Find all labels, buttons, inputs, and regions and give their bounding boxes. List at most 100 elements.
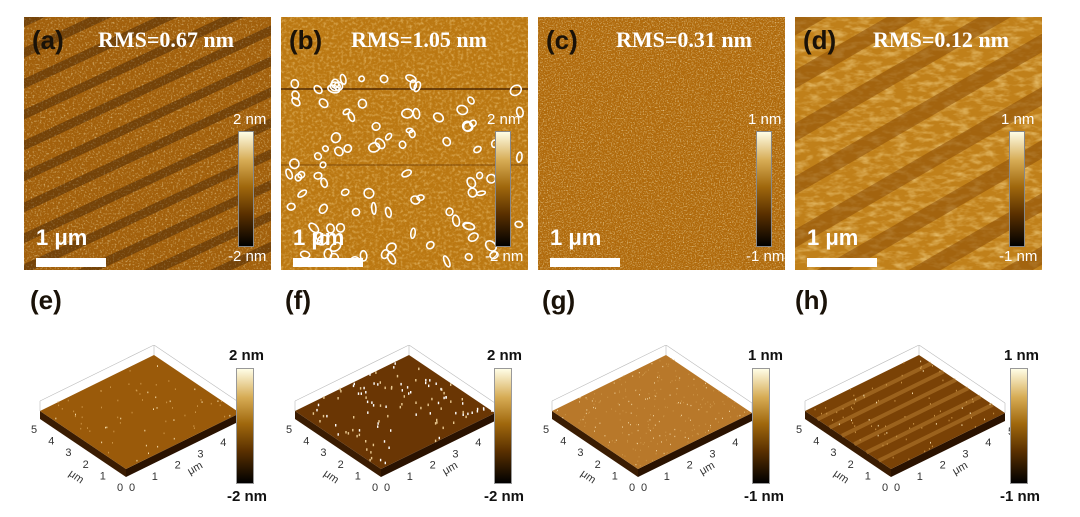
rms-value: RMS=0.67 nm: [98, 27, 234, 52]
svg-text:2: 2: [338, 459, 344, 471]
afm-panel-b: (b) RMS=1.05 nm 2 nm -2 nm 1 μm: [281, 17, 528, 270]
svg-text:1: 1: [612, 470, 618, 482]
colorbar-min-label: -2 nm: [485, 248, 524, 265]
svg-text:2: 2: [848, 459, 854, 471]
svg-text:4: 4: [48, 436, 54, 448]
height-colorbar: [752, 368, 770, 484]
panel-label: (b): [289, 25, 323, 55]
svg-text:1: 1: [152, 471, 158, 483]
svg-text:2: 2: [595, 459, 601, 471]
scale-bar: [293, 258, 363, 267]
svg-text:0: 0: [882, 482, 888, 494]
afm-texture: [24, 17, 271, 270]
height-colorbar: [238, 131, 254, 247]
svg-text:2: 2: [83, 459, 89, 471]
surface-3d-plot-e: 001122334455μmμm: [31, 345, 249, 494]
svg-text:2: 2: [940, 460, 946, 472]
scale-bar-label: 1 μm: [36, 225, 88, 250]
height-colorbar: [494, 368, 512, 484]
colorbar-max-label: 2 nm: [487, 347, 523, 364]
colorbar-min-label: -2 nm: [228, 248, 267, 265]
svg-text:4: 4: [985, 437, 991, 449]
colorbar-min-label: -1 nm: [746, 248, 785, 265]
colorbar-max-label: 2 nm: [233, 111, 267, 128]
afm-texture: [538, 17, 785, 270]
svg-text:3: 3: [320, 447, 326, 459]
colorbar-max-label: 1 nm: [748, 347, 784, 364]
panel-label: (d): [803, 25, 837, 55]
svg-text:3: 3: [709, 448, 715, 460]
svg-text:4: 4: [475, 437, 481, 449]
svg-text:2: 2: [430, 460, 436, 472]
svg-text:2: 2: [175, 460, 181, 472]
height-colorbar: [236, 368, 254, 484]
colorbar-min-label: -2 nm: [484, 488, 525, 505]
panel-label: (c): [546, 25, 578, 55]
height-colorbar: [1009, 131, 1025, 247]
svg-text:4: 4: [560, 436, 566, 448]
rms-value: RMS=1.05 nm: [351, 27, 487, 52]
svg-text:μm: μm: [951, 459, 970, 477]
scale-bar-label: 1 μm: [293, 225, 345, 250]
svg-text:0: 0: [384, 482, 390, 494]
panel-label-e: (e): [30, 285, 62, 315]
height-colorbar: [1010, 368, 1028, 484]
svg-text:1: 1: [355, 470, 361, 482]
svg-text:0: 0: [372, 482, 378, 494]
svg-text:3: 3: [962, 448, 968, 460]
panel-label-h: (h): [795, 285, 829, 315]
svg-text:1: 1: [865, 470, 871, 482]
svg-text:0: 0: [894, 482, 900, 494]
colorbar-min-label: -1 nm: [1000, 488, 1041, 505]
svg-text:5: 5: [543, 424, 549, 436]
svg-text:5: 5: [286, 424, 292, 436]
afm-panel-a: (a) RMS=0.67 nm 2 nm -2 nm 1 μm: [24, 17, 271, 270]
scale-bar: [550, 258, 620, 267]
surface-3d-plot-g: 001122334455μmμm: [543, 345, 761, 494]
svg-text:5: 5: [796, 424, 802, 436]
svg-text:4: 4: [220, 437, 226, 449]
afm-texture: [281, 17, 528, 270]
surface-3d-plot-h: 001122334455μmμm: [796, 345, 1014, 494]
svg-text:0: 0: [129, 482, 135, 494]
svg-text:0: 0: [629, 482, 635, 494]
svg-text:3: 3: [65, 447, 71, 459]
svg-text:3: 3: [452, 448, 458, 460]
svg-text:4: 4: [732, 437, 738, 449]
colorbar-min-label: -1 nm: [744, 488, 785, 505]
surface-3d-plot-f: 001122334455μmμm: [286, 345, 504, 494]
svg-text:1: 1: [917, 471, 923, 483]
colorbar-max-label: 2 nm: [487, 111, 521, 128]
svg-text:4: 4: [303, 436, 309, 448]
svg-text:3: 3: [577, 447, 583, 459]
svg-text:μm: μm: [186, 459, 205, 477]
svg-text:0: 0: [641, 482, 647, 494]
svg-text:5: 5: [31, 424, 37, 436]
svg-text:1: 1: [407, 471, 413, 483]
svg-text:1: 1: [100, 470, 106, 482]
afm-texture: [795, 17, 1042, 270]
colorbar-min-label: -2 nm: [227, 488, 268, 505]
colorbar-max-label: 1 nm: [1001, 111, 1035, 128]
height-colorbar: [495, 131, 511, 247]
afm-panel-c: (c) RMS=0.31 nm 1 nm -1 nm 1 μm: [538, 17, 785, 270]
colorbar-max-label: 1 nm: [748, 111, 782, 128]
svg-text:4: 4: [813, 436, 819, 448]
svg-text:μm: μm: [441, 459, 460, 477]
panel-label-g: (g): [542, 285, 576, 315]
panel-label: (a): [32, 25, 64, 55]
svg-text:2: 2: [687, 460, 693, 472]
svg-text:0: 0: [117, 482, 123, 494]
svg-text:1: 1: [664, 471, 670, 483]
scale-bar-label: 1 μm: [550, 225, 602, 250]
afm-panel-d: (d) RMS=0.12 nm 1 nm -1 nm 1 μm: [795, 17, 1042, 270]
scale-bar: [36, 258, 106, 267]
colorbar-min-label: -1 nm: [999, 248, 1038, 265]
scale-bar-label: 1 μm: [807, 225, 859, 250]
height-colorbar: [756, 131, 772, 247]
scale-bar: [807, 258, 877, 267]
rms-value: RMS=0.31 nm: [616, 27, 752, 52]
svg-text:μm: μm: [698, 459, 717, 477]
svg-text:3: 3: [830, 447, 836, 459]
colorbar-max-label: 2 nm: [229, 347, 265, 364]
